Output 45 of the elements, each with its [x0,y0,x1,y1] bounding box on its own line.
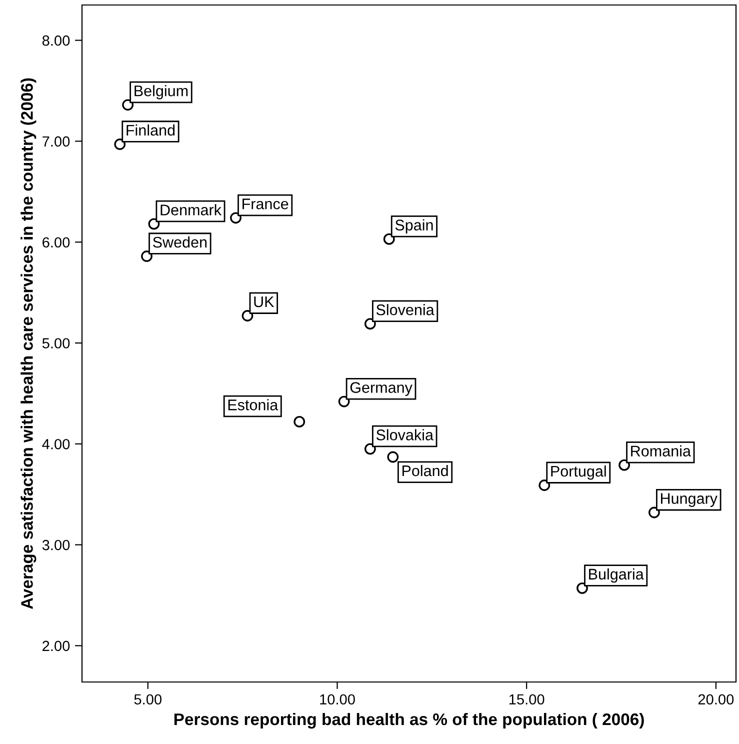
y-tick-label: 8.00 [42,35,70,46]
annotation: Hungary [661,493,718,507]
point [230,212,242,224]
point [148,218,160,230]
point [387,451,399,463]
annotation: Slovakia [376,429,434,440]
point [122,99,134,111]
point [648,506,660,518]
x-tick-label: 5.00 [134,694,162,705]
annotation: France [242,198,288,210]
annotation: Belgium [134,85,188,100]
annotation: Slovenia [376,304,434,316]
point [383,233,395,245]
annotation: Finland [126,124,175,136]
point [242,310,254,322]
point [576,582,588,594]
y-tick-label: 3.00 [42,540,70,550]
point [141,250,152,262]
y-axis-title: Average satisfaction with health care services in the country (2006) [20,78,36,610]
point [294,416,306,428]
point [618,459,630,471]
point [114,138,126,150]
x-axis-title: Persons reporting bad health as % of the population ( 2006) [174,712,644,729]
x-tick-label: 15.00 [509,694,544,705]
annotation: Portugal [551,465,606,480]
x-tick-label: 20.00 [698,694,734,705]
annotation: Germany [350,382,412,396]
annotation: Romania [631,445,691,456]
point [364,443,376,455]
point [364,318,376,330]
y-tick-label: 7.00 [42,136,70,147]
annotation: Bulgaria [589,568,644,583]
point [538,480,550,491]
annotation: Estonia [228,399,278,410]
y-tick-label: 5.00 [42,338,70,348]
x-tick-label: 10.00 [320,694,355,705]
point [338,396,350,408]
annotation: Poland [402,464,448,476]
annotation: UK [254,296,274,308]
y-tick-label: 6.00 [42,237,70,248]
annotation: Denmark [160,204,222,216]
annotation: Sweden [153,236,207,248]
y-tick-label: 4.00 [42,438,70,450]
annotation: Spain [395,219,433,234]
y-tick-label: 2.00 [42,640,70,652]
